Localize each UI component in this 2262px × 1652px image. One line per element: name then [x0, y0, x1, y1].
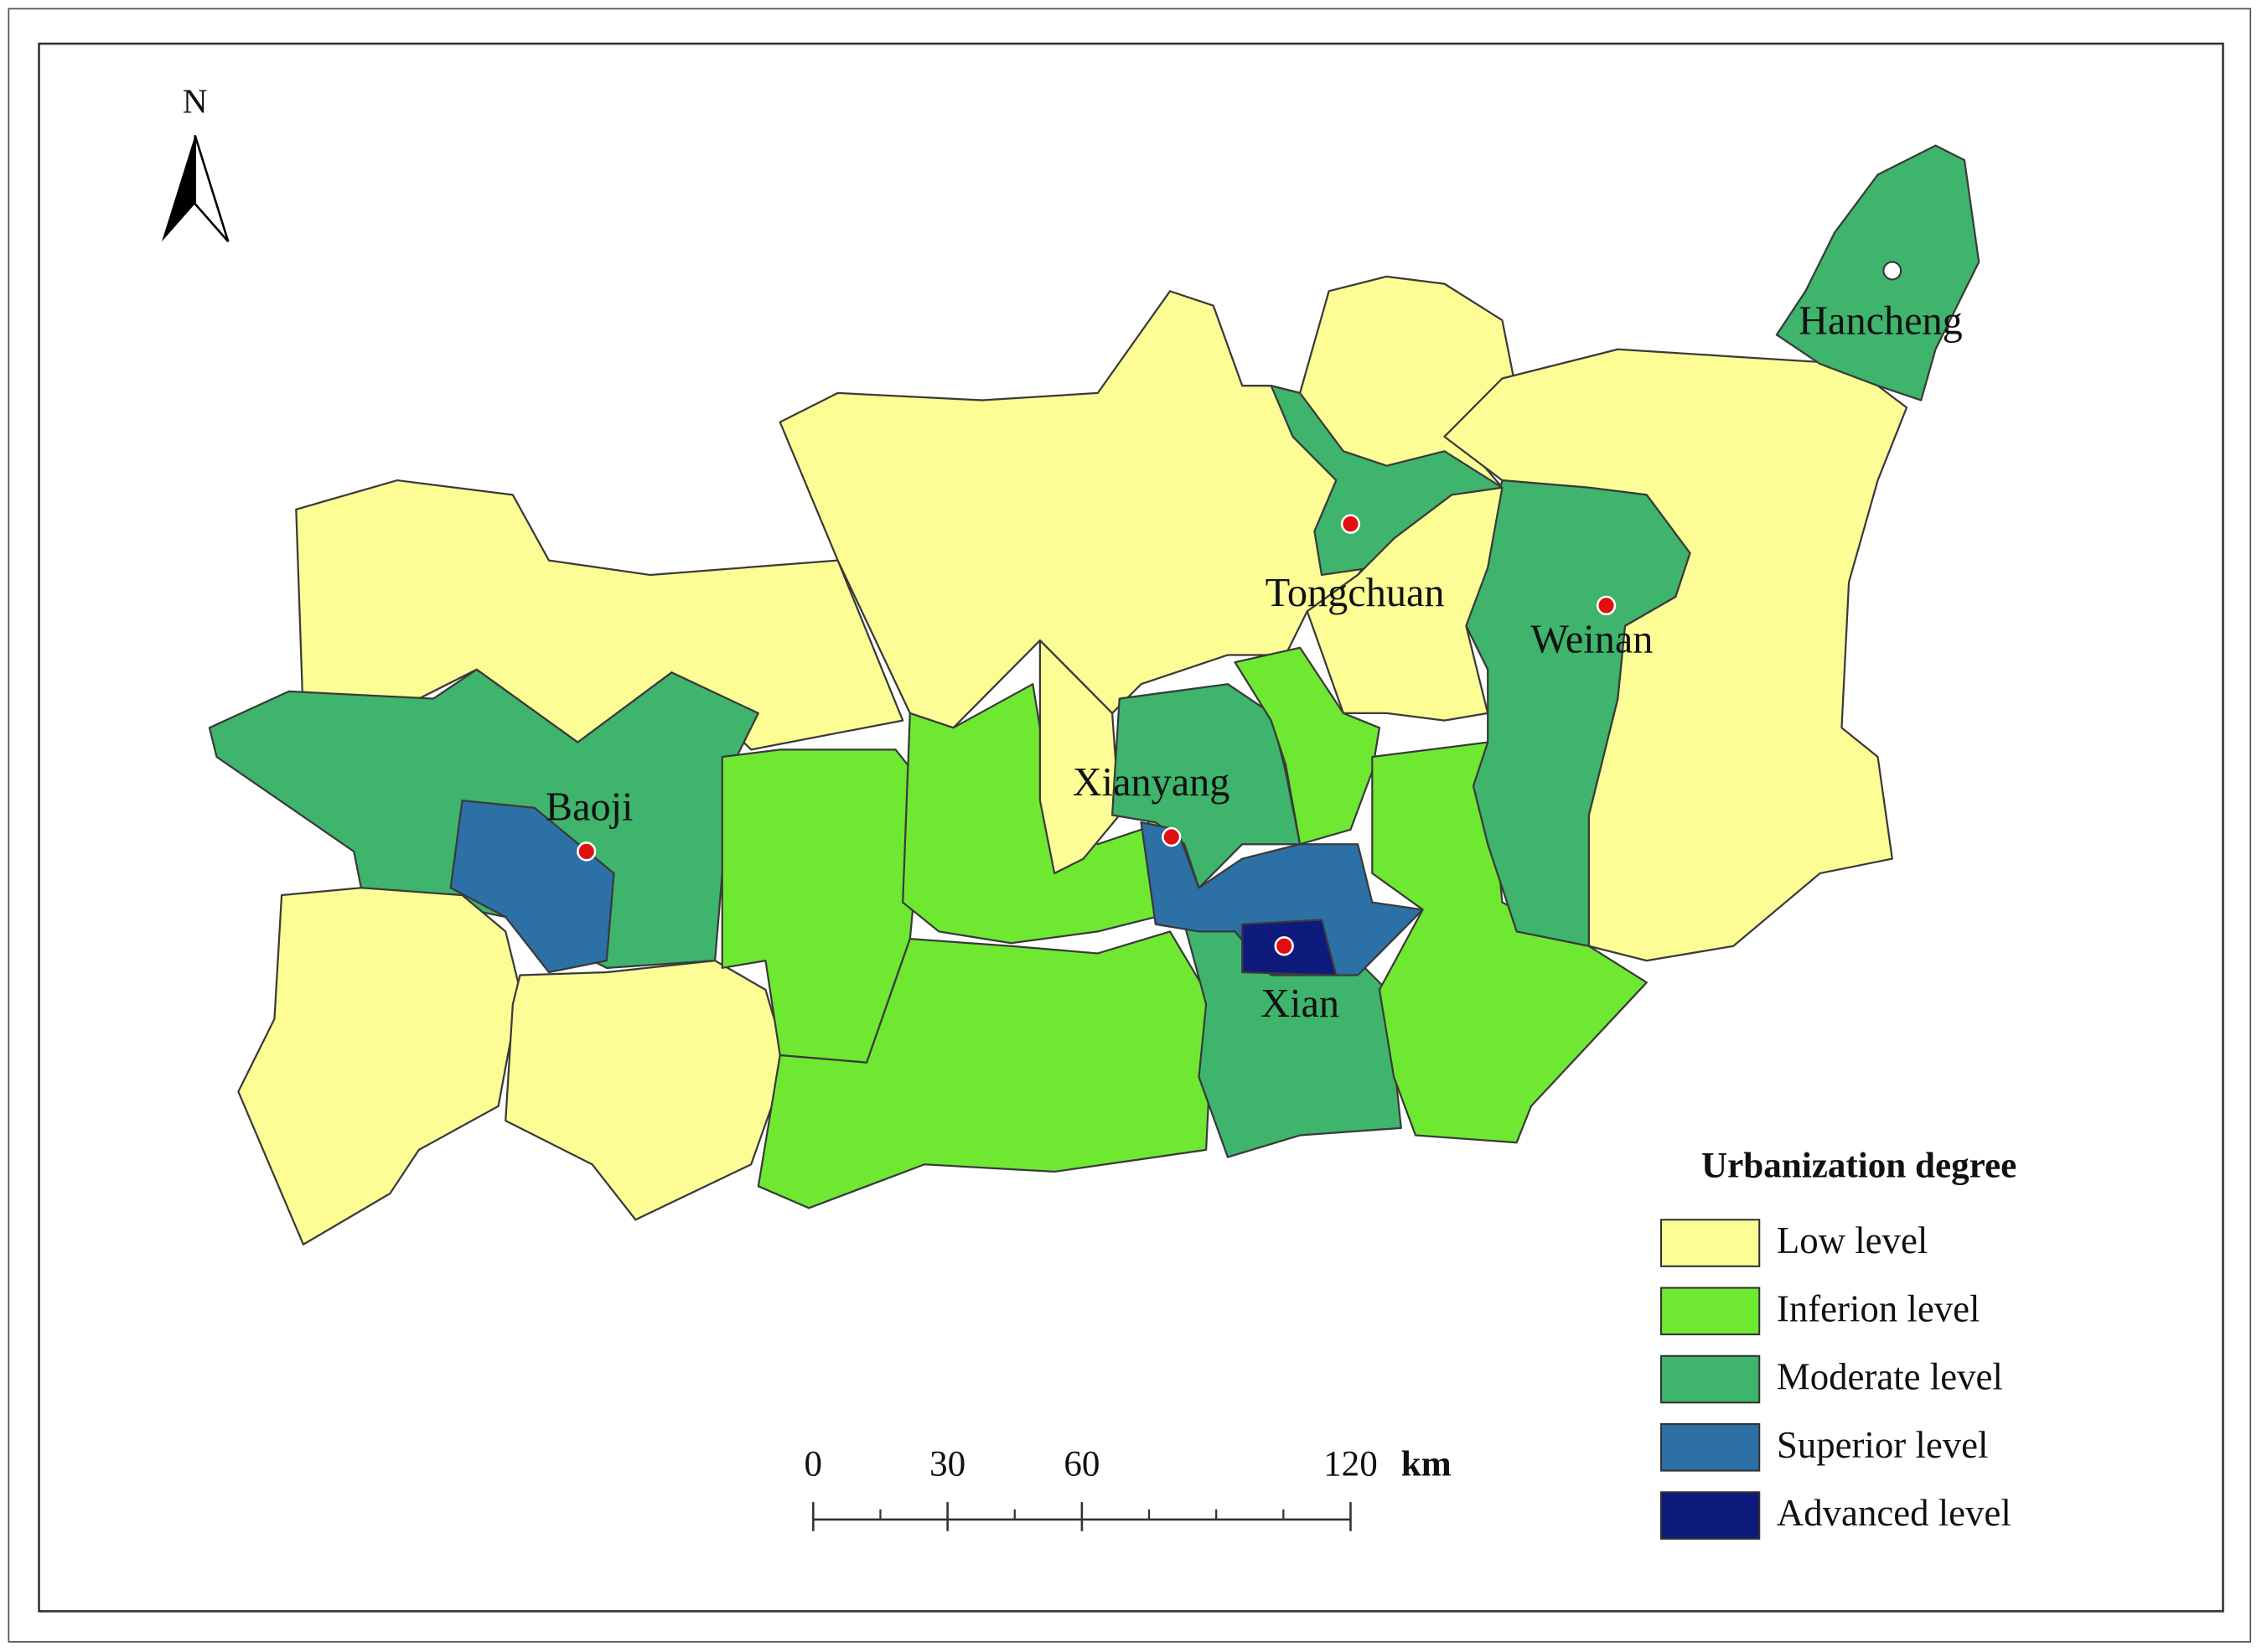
city-marker: [1162, 826, 1182, 847]
region: [1234, 646, 1381, 846]
region: [1306, 486, 1504, 722]
scale-label: 30: [929, 1443, 965, 1484]
scale-label: 60: [1064, 1443, 1100, 1484]
region: [505, 960, 789, 1221]
city-label: Tongchuan: [1266, 571, 1445, 615]
legend-swatch: [1659, 1423, 1761, 1472]
city-label: Xian: [1260, 981, 1339, 1026]
legend-swatch: [1659, 1491, 1761, 1540]
frame: [38, 42, 2224, 1613]
north-arrow: N: [162, 81, 230, 243]
regions: [208, 144, 1980, 1245]
arrow-left: [162, 135, 195, 242]
city-label: Baoji: [546, 785, 634, 829]
scale-label: 0: [805, 1443, 823, 1484]
arrow-right: [194, 135, 230, 243]
region: [449, 799, 615, 974]
legend-swatch: [1659, 1219, 1761, 1267]
region: [1775, 144, 1980, 401]
outer-frame: [8, 8, 2252, 1643]
city-marker: [1596, 595, 1617, 616]
legend-label: Inferion level: [1777, 1287, 1980, 1329]
legend: Urbanization degree Low level Inferion le…: [1659, 1145, 2016, 1540]
legend-swatch: [1659, 1354, 1761, 1404]
legend-title: Urbanization degree: [1701, 1145, 2016, 1185]
north-label: N: [183, 81, 208, 120]
city-label: Hancheng: [1799, 298, 1963, 343]
region: [295, 479, 904, 751]
city-label: Xianyang: [1073, 760, 1230, 805]
city-marker: [577, 842, 597, 862]
city-marker: [1882, 261, 1902, 281]
region: [1465, 479, 1691, 947]
city-marker: [1340, 514, 1361, 534]
region: [1371, 741, 1648, 1144]
city-markers: [577, 261, 1902, 956]
scale-unit: km: [1401, 1443, 1452, 1484]
legend-label: Low level: [1777, 1220, 1928, 1261]
legend-label: Advanced level: [1777, 1492, 2011, 1534]
region: [1038, 639, 1121, 875]
region: [237, 887, 521, 1245]
scale-bar: 0 30 60 120 km: [805, 1443, 1452, 1531]
legend-label: Superior level: [1777, 1424, 1989, 1466]
legend-label: Moderate level: [1777, 1356, 2003, 1398]
legend-swatch: [1659, 1287, 1761, 1336]
city-marker: [1274, 936, 1294, 956]
city-label: Weinan: [1530, 618, 1653, 662]
scale-label: 120: [1323, 1443, 1378, 1484]
region: [1110, 683, 1302, 889]
